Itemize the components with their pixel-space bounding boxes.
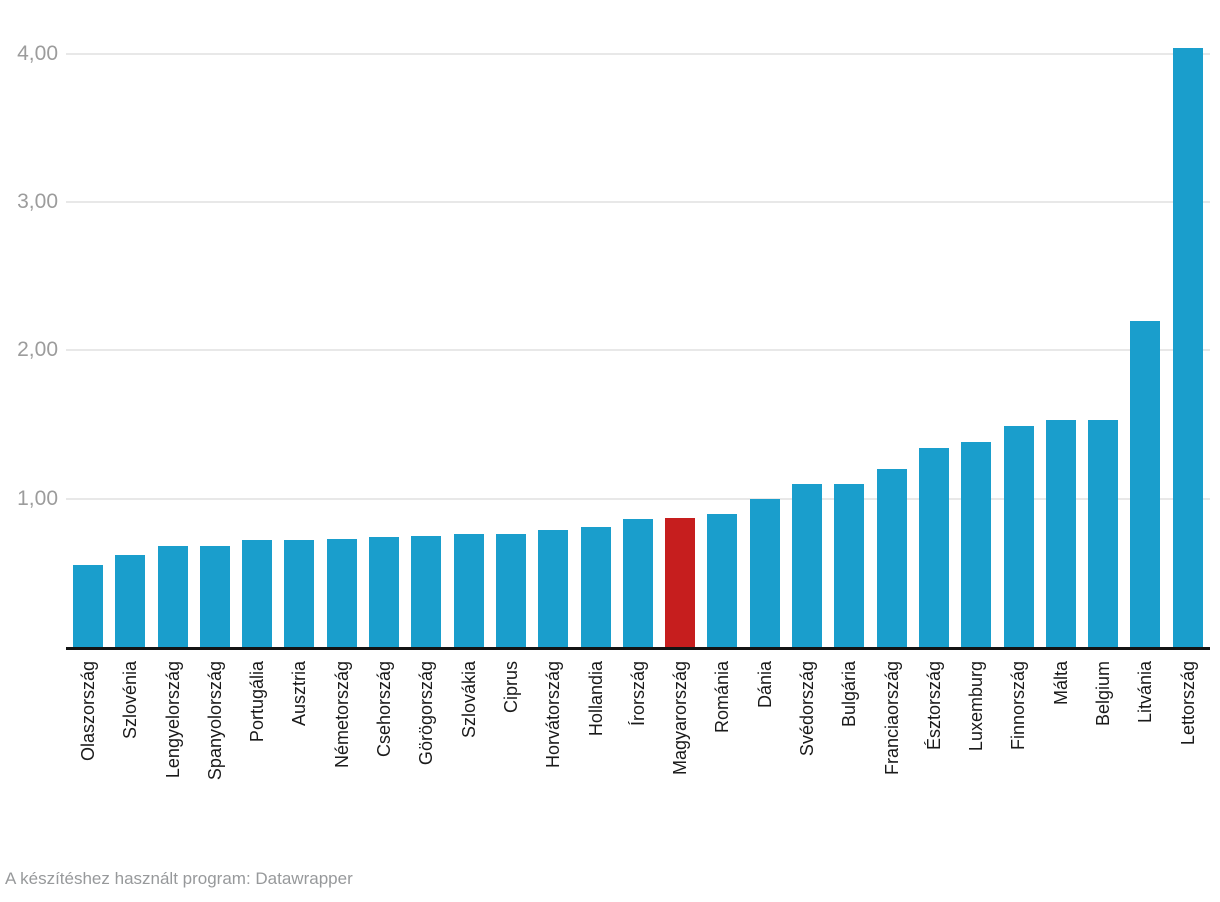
x-label-cell: Szlovénia (115, 661, 145, 811)
x-category-label: Ausztria (289, 661, 310, 727)
chart-credit: A készítéshez használt program: Datawrap… (5, 869, 353, 888)
x-label-cell: Franciaország (877, 661, 907, 811)
bar (707, 514, 738, 647)
x-category-label: Litvánia (1135, 661, 1156, 724)
x-category-label: Szlovákia (458, 661, 479, 739)
x-category-label: Ciprus (500, 661, 521, 714)
x-label-cell: Horvátország (538, 661, 568, 811)
bar (326, 539, 357, 647)
y-tick-label: 3,00 (17, 190, 58, 213)
bar (495, 534, 526, 647)
bar (157, 546, 188, 647)
x-category-label: Észtország (923, 661, 944, 751)
x-axis-labels: Olaszország Szlovénia Lengyelország Spanyol… (73, 661, 1203, 811)
x-category-label: Portugália (247, 661, 268, 743)
x-label-cell: Magyarország (665, 661, 695, 811)
x-category-label: Lettország (1177, 661, 1198, 746)
x-label-cell: Lengyelország (158, 661, 188, 811)
x-axis-baseline (66, 647, 1210, 650)
gridline (66, 349, 1210, 351)
x-category-label: Málta (1050, 661, 1071, 706)
x-label-cell: Szlovákia (454, 661, 484, 811)
x-category-label: Dánia (754, 661, 775, 709)
bar (792, 484, 823, 647)
x-category-label: Svédország (797, 661, 818, 757)
x-category-label: Horvátország (543, 661, 564, 769)
bar (284, 540, 315, 647)
bar (1130, 321, 1161, 647)
x-label-cell: Csehország (369, 661, 399, 811)
bar (834, 484, 865, 647)
x-category-label: Olaszország (78, 661, 98, 762)
x-category-label: Finnország (1008, 661, 1029, 751)
x-category-label: Szlovénia (120, 661, 141, 740)
x-label-cell: Hollandia (581, 661, 611, 811)
x-label-cell: Ciprus (496, 661, 526, 811)
bar (961, 442, 992, 647)
y-tick-label: 1,00 (17, 487, 58, 510)
bar (749, 499, 780, 647)
x-category-label: Csehország (374, 661, 395, 758)
bar (580, 527, 611, 647)
bar (918, 448, 949, 647)
x-label-cell: Németország (327, 661, 357, 811)
x-label-cell: Svédország (792, 661, 822, 811)
bar (1003, 426, 1034, 647)
x-category-label: Románia (712, 661, 733, 734)
bar (622, 519, 653, 647)
x-category-label: Luxemburg (966, 661, 987, 752)
x-category-label: Spanyolország (204, 661, 225, 781)
x-label-cell: Olaszország (73, 661, 103, 811)
bar (538, 530, 569, 647)
x-label-cell: Málta (1046, 661, 1076, 811)
x-category-label: Bulgária (839, 661, 860, 728)
gridline (66, 201, 1210, 203)
bar (411, 536, 442, 647)
x-label-cell: Ausztria (284, 661, 314, 811)
bar (1172, 48, 1203, 647)
x-category-label: Görögország (416, 661, 437, 766)
x-label-cell: Görögország (411, 661, 441, 811)
bar (199, 546, 230, 647)
x-label-cell: Dánia (750, 661, 780, 811)
bar-highlighted (665, 518, 696, 647)
x-category-label: Lengyelország (162, 661, 183, 779)
x-label-cell: Észtország (919, 661, 949, 811)
x-category-label: Belgium (1093, 661, 1114, 727)
x-label-cell: Portugália (242, 661, 272, 811)
y-tick-label: 2,00 (17, 338, 58, 361)
x-label-cell: Bulgária (834, 661, 864, 811)
bar (1088, 420, 1119, 647)
x-label-cell: Spanyolország (200, 661, 230, 811)
x-category-label: Franciaország (881, 661, 902, 776)
x-category-label: Hollandia (585, 661, 606, 737)
bar (242, 540, 273, 647)
bar (369, 537, 400, 647)
x-label-cell: Románia (707, 661, 737, 811)
bar (876, 469, 907, 647)
x-category-label: Magyarország (670, 661, 691, 776)
x-label-cell: Írország (623, 661, 653, 811)
x-category-label: Írország (627, 661, 648, 727)
gridline (66, 53, 1210, 55)
bars-layer (73, 0, 1203, 647)
x-label-cell: Belgium (1088, 661, 1118, 811)
plot-area: 1,00 2,00 3,00 4,00 Olaszország Szlovénia Len… (17, 0, 1210, 811)
bar (115, 555, 146, 647)
x-label-cell: Lettország (1173, 661, 1203, 811)
gridline (66, 498, 1210, 500)
y-tick-label: 4,00 (17, 42, 58, 65)
bar (1045, 420, 1076, 647)
x-label-cell: Finnország (1004, 661, 1034, 811)
bar (73, 565, 103, 647)
x-label-cell: Luxemburg (961, 661, 991, 811)
x-label-cell: Litvánia (1130, 661, 1160, 811)
bar (453, 534, 484, 647)
x-category-label: Németország (331, 661, 352, 769)
